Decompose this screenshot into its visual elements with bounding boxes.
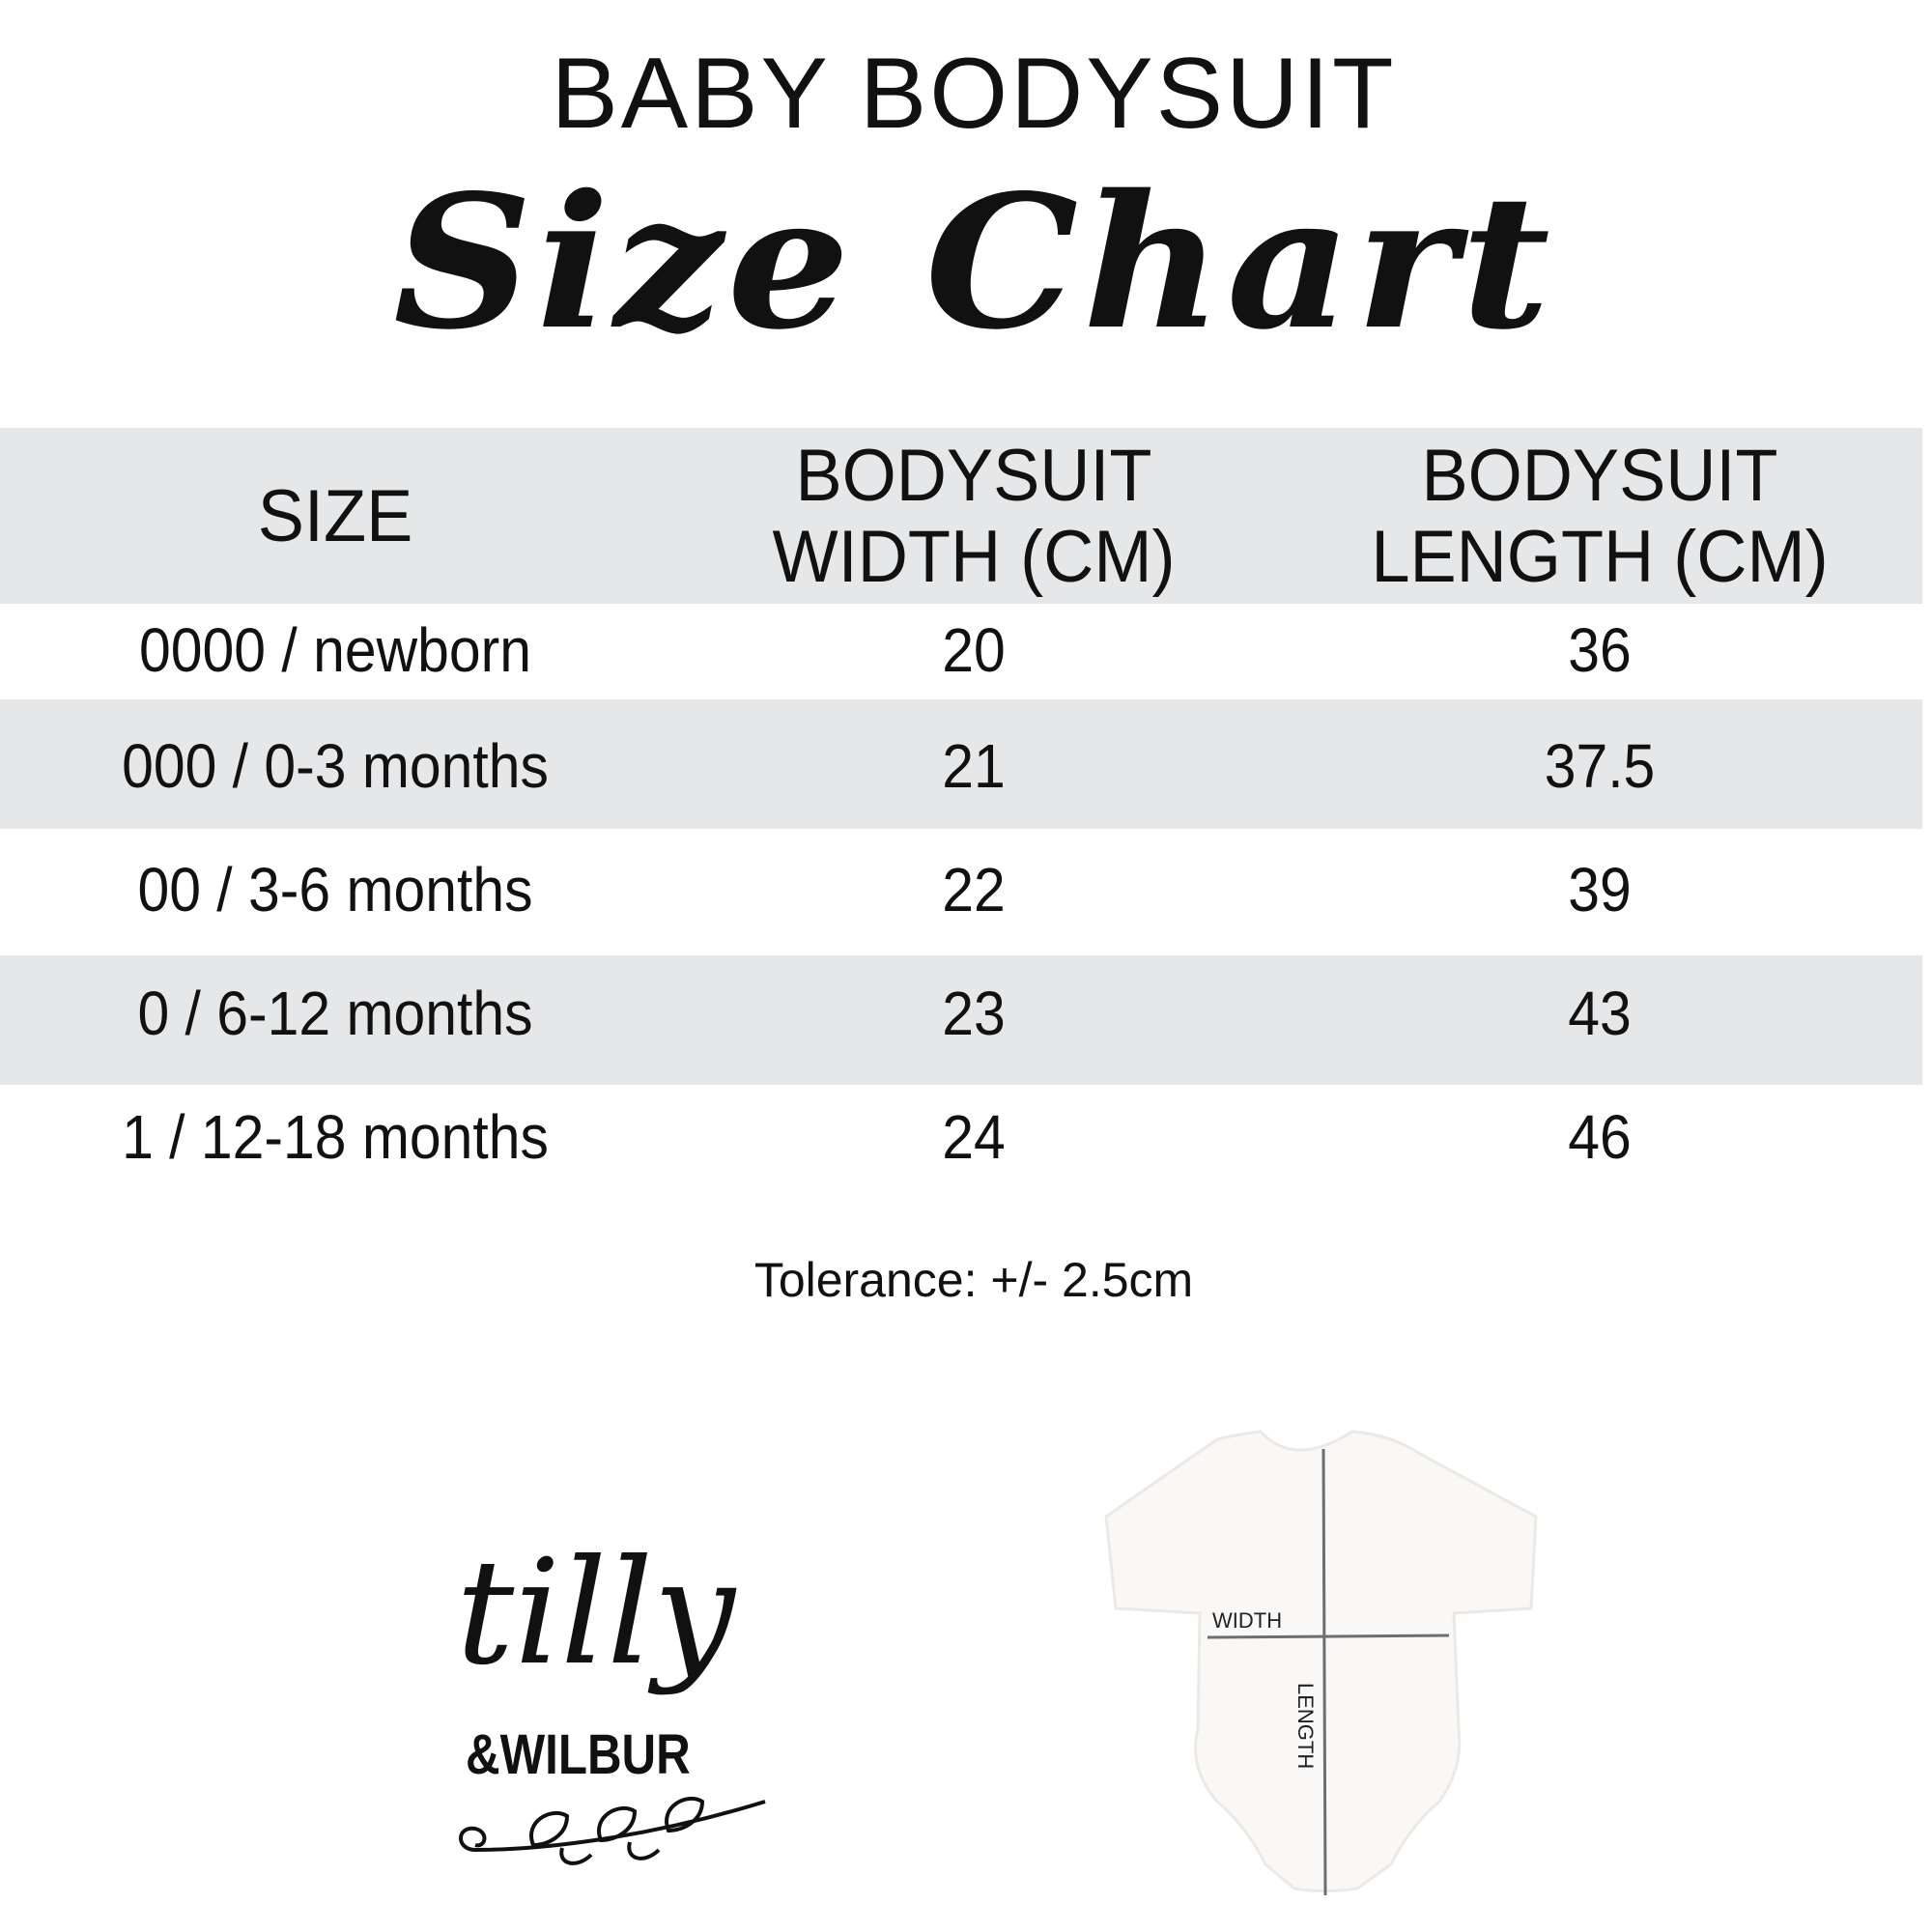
header-band [0,428,1922,604]
length-cell: 39 [1568,855,1632,924]
length-cell: 46 [1568,1102,1632,1172]
size-cell: 000 / 0-3 months [122,731,549,801]
table-row: 0 / 6-12 months 23 43 [0,978,1932,1055]
length-label: LENGTH [1293,1683,1318,1769]
size-cell: 0000 / newborn [139,615,531,685]
bodysuit-icon [1104,1430,1538,1892]
width-cell: 21 [942,731,1006,801]
row-band [0,699,1922,829]
size-cell: 1 / 12-18 months [122,1102,549,1172]
column-header-width: BODYSUIT WIDTH (CM) [698,436,1249,598]
width-cell: 22 [942,855,1006,924]
column-header-size: SIZE [257,475,413,557]
brand-logo: tilly &WILBUR [446,1517,794,1884]
row-band [0,955,1922,1085]
table-row: 000 / 0-3 months 21 37.5 [0,730,1932,808]
width-cell: 20 [942,615,1006,685]
column-header-line: BODYSUIT [1421,435,1778,517]
column-header-length: BODYSUIT LENGTH (CM) [1324,436,1875,598]
table-row: 0000 / newborn 20 36 [0,614,1932,692]
column-header-line: LENGTH (CM) [1371,516,1829,598]
width-label: WIDTH [1212,1608,1282,1633]
length-cell: 37.5 [1544,731,1656,801]
table-row: 1 / 12-18 months 24 46 [0,1101,1932,1179]
length-measure-line [1321,1448,1327,1896]
table-row: 00 / 3-6 months 22 39 [0,854,1932,931]
bodysuit-diagram: WIDTH LENGTH [1092,1420,1555,1913]
size-cell: 0 / 6-12 months [137,979,533,1048]
logo-tilly-text: tilly [456,1529,735,1697]
page-title: BABY BODYSUIT [551,38,1397,150]
length-cell: 36 [1568,615,1632,685]
page-subtitle: Size Chart [393,155,1554,370]
width-cell: 23 [942,979,1006,1048]
size-cell: 00 / 3-6 months [137,855,533,924]
table-header: SIZE BODYSUIT WIDTH (CM) BODYSUIT LENGTH… [0,428,1932,604]
leaf-branch-icon [459,1796,766,1865]
width-measure-line [1207,1634,1450,1639]
length-cell: 43 [1568,979,1632,1048]
width-cell: 24 [942,1102,1006,1172]
logo-wilbur-text: &WILBUR [466,1723,691,1786]
tolerance-note: Tolerance: +/- 2.5cm [753,1253,1194,1307]
column-header-line: BODYSUIT [795,435,1152,517]
column-header-line: WIDTH (CM) [772,516,1176,598]
